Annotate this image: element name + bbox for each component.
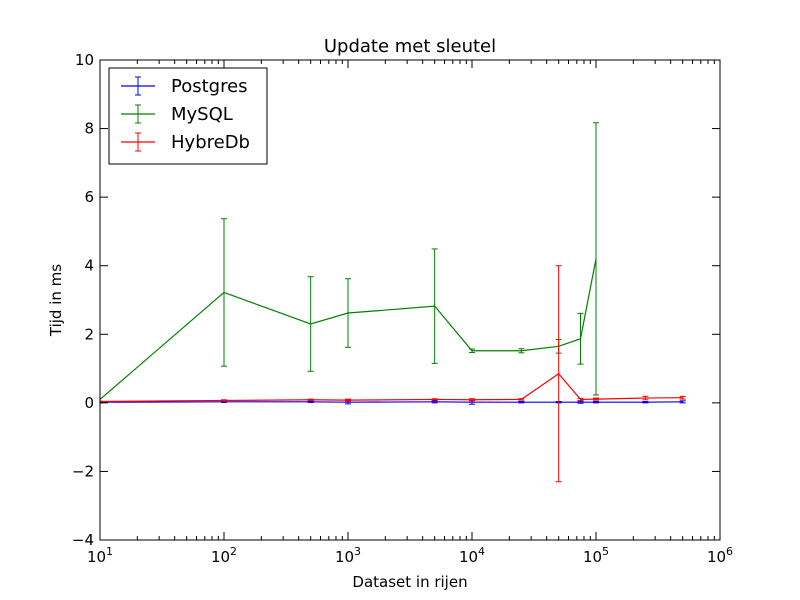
x-tick-label: 103 bbox=[335, 545, 361, 566]
series-line bbox=[100, 372, 683, 403]
legend-label: HybreDb bbox=[171, 132, 250, 153]
y-tick-label: 10 bbox=[75, 51, 94, 69]
y-tick-label: 0 bbox=[84, 394, 94, 412]
legend-box bbox=[108, 67, 268, 165]
y-tick-label: 4 bbox=[84, 257, 94, 275]
x-tick-label: 102 bbox=[211, 545, 237, 566]
chart-title: Update met sleutel bbox=[324, 36, 496, 57]
y-axis-label: Tijd in ms bbox=[47, 264, 65, 337]
x-tick-label: 101 bbox=[87, 545, 113, 566]
x-tick-label: 105 bbox=[583, 545, 609, 566]
legend-entry: Postgres bbox=[121, 76, 248, 97]
y-tick-label: 8 bbox=[84, 120, 94, 138]
series-group bbox=[100, 122, 686, 483]
x-tick-label: 106 bbox=[707, 545, 733, 566]
y-tick-label: −4 bbox=[72, 531, 94, 549]
y-tick-label: −2 bbox=[72, 462, 94, 480]
x-axis-label: Dataset in rijen bbox=[352, 573, 467, 591]
legend: Postgres MySQL HybreDb bbox=[108, 67, 268, 165]
legend-label: Postgres bbox=[171, 76, 248, 97]
x-tick-label: 104 bbox=[459, 545, 485, 566]
series-hybredb bbox=[100, 265, 686, 483]
y-tick-label: 6 bbox=[84, 188, 94, 206]
axis-ticks: −4 −2 0 2 4 6 8 10 101 102 103 104 105 106 bbox=[72, 51, 733, 566]
legend-entry: MySQL bbox=[121, 104, 233, 125]
y-tick-label: 2 bbox=[84, 325, 94, 343]
legend-entry: HybreDb bbox=[121, 132, 250, 153]
plot-frame bbox=[99, 59, 721, 541]
series-line bbox=[100, 258, 597, 400]
legend-label: MySQL bbox=[171, 104, 233, 125]
